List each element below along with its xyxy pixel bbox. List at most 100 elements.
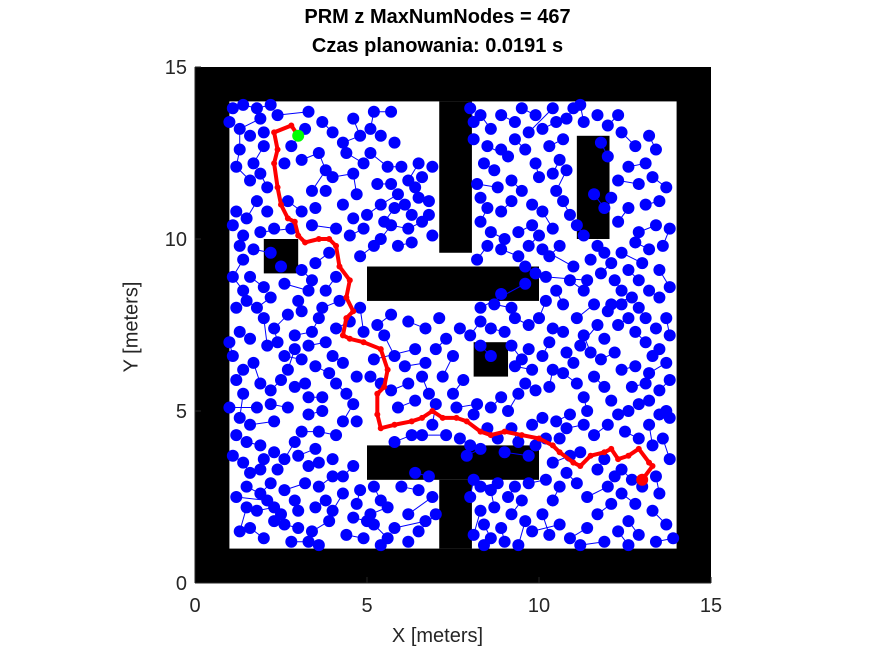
path-waypoint [271, 160, 278, 167]
roadmap-node [526, 363, 539, 376]
roadmap-node [519, 260, 532, 273]
path-waypoint [336, 263, 343, 270]
roadmap-node [257, 453, 270, 466]
path-waypoint [615, 456, 622, 463]
roadmap-node [615, 246, 628, 259]
roadmap-node [581, 405, 594, 417]
chart-title: PRM z MaxNumNodes = 467 [304, 6, 571, 28]
roadmap-node [326, 504, 339, 517]
roadmap-node [557, 195, 570, 208]
roadmap-node [574, 446, 587, 459]
roadmap-node [326, 453, 339, 466]
roadmap-node [312, 456, 325, 469]
roadmap-node [223, 401, 236, 414]
roadmap-node [367, 480, 380, 493]
roadmap-node [295, 353, 308, 366]
roadmap-node [385, 177, 398, 190]
roadmap-node [653, 487, 666, 500]
roadmap-node [464, 102, 477, 115]
roadmap-node [519, 515, 532, 528]
roadmap-node [261, 181, 274, 194]
roadmap-node [512, 226, 525, 239]
roadmap-node [240, 212, 253, 225]
roadmap-node [632, 432, 645, 445]
path-waypoint [570, 459, 577, 466]
roadmap-node [498, 325, 511, 338]
roadmap-node [233, 411, 246, 424]
roadmap-node [508, 360, 521, 373]
roadmap-node [598, 453, 611, 466]
roadmap-node [250, 195, 263, 208]
roadmap-node [330, 222, 343, 235]
roadmap-node [495, 243, 508, 256]
roadmap-node [629, 360, 642, 373]
roadmap-node [643, 243, 656, 256]
roadmap-node [257, 281, 270, 294]
roadmap-node [629, 236, 642, 249]
roadmap-node [326, 349, 339, 362]
roadmap-node [574, 339, 587, 352]
roadmap-node [257, 312, 270, 325]
roadmap-node [522, 319, 535, 331]
roadmap-node [526, 525, 539, 538]
roadmap-node [591, 463, 604, 476]
roadmap-node [570, 377, 583, 390]
roadmap-node [250, 401, 263, 414]
roadmap-node [508, 133, 521, 146]
roadmap-node [336, 136, 349, 149]
roadmap-node [649, 535, 662, 548]
roadmap-node [453, 432, 466, 445]
roadmap-node [639, 377, 652, 390]
roadmap-node [612, 408, 625, 421]
roadmap-node [543, 528, 556, 541]
roadmap-node [529, 109, 542, 122]
roadmap-node [374, 198, 387, 211]
roadmap-node [612, 525, 625, 538]
roadmap-node [577, 329, 590, 342]
roadmap-node [536, 205, 549, 218]
roadmap-node [481, 239, 494, 252]
roadmap-node [484, 322, 497, 335]
path-waypoint [274, 184, 281, 191]
roadmap-node [660, 181, 673, 194]
roadmap-node [398, 360, 411, 373]
roadmap-node [574, 539, 587, 552]
roadmap-node [615, 298, 628, 311]
roadmap-node [237, 98, 250, 111]
roadmap-node [560, 422, 573, 435]
roadmap-node [240, 294, 253, 307]
path-waypoint [343, 294, 350, 301]
roadmap-node [601, 480, 614, 493]
roadmap-node [347, 167, 360, 180]
roadmap-node [264, 398, 277, 411]
roadmap-node [416, 171, 429, 184]
roadmap-node [316, 116, 329, 129]
roadmap-node [364, 370, 377, 383]
roadmap-node [584, 346, 597, 359]
roadmap-node [371, 319, 384, 331]
roadmap-node [288, 380, 301, 393]
roadmap-node [364, 147, 377, 159]
roadmap-node [237, 253, 250, 266]
roadmap-node [557, 367, 570, 380]
roadmap-node [254, 463, 267, 476]
roadmap-node [577, 284, 590, 297]
roadmap-node [295, 305, 308, 318]
roadmap-node [361, 208, 373, 221]
roadmap-node [226, 449, 239, 462]
roadmap-node [557, 133, 570, 146]
obstacle [676, 67, 711, 583]
roadmap-node [539, 294, 552, 307]
roadmap-node [505, 195, 518, 208]
roadmap-node [302, 339, 315, 352]
path-waypoint [343, 315, 350, 322]
roadmap-node [653, 291, 666, 304]
roadmap-node [319, 494, 332, 507]
roadmap-node [299, 377, 312, 390]
roadmap-node [567, 356, 580, 369]
roadmap-node [330, 322, 343, 335]
roadmap-node [309, 360, 322, 373]
roadmap-node [546, 494, 559, 507]
roadmap-node [488, 501, 501, 514]
roadmap-node [605, 257, 618, 270]
